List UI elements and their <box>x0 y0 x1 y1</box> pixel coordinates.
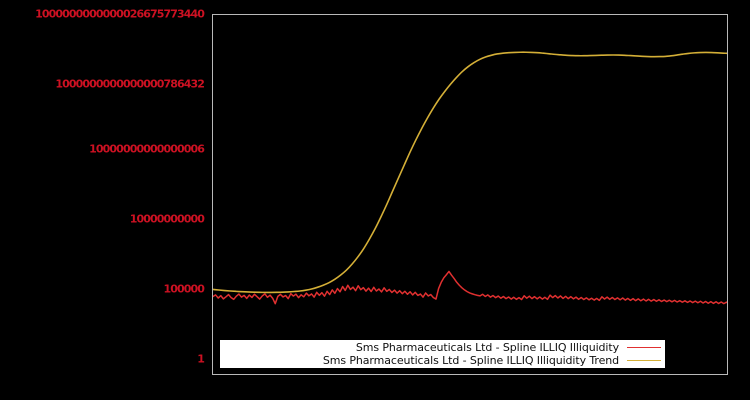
legend-item-illiquidity[interactable]: Sms Pharmaceuticals Ltd - Spline ILLIQ I… <box>220 341 661 354</box>
y-axis-tick-label: 10000000000000006 <box>89 142 205 156</box>
plot-svg <box>213 51 727 305</box>
legend-item-label: Sms Pharmaceuticals Ltd - Spline ILLIQ I… <box>355 341 619 354</box>
legend-item-trend[interactable]: Sms Pharmaceuticals Ltd - Spline ILLIQ I… <box>220 354 661 367</box>
y-axis-tick-label: 1000000000000026675773440 <box>35 7 205 21</box>
y-axis-tick-label: 10000000000 <box>129 212 205 226</box>
y-axis-tick-label: 100000 <box>163 282 204 296</box>
y-axis-tick-label: 1 <box>197 352 205 366</box>
y-axis-tick-label: 1000000000000000786432 <box>55 77 204 91</box>
legend-item-label: Sms Pharmaceuticals Ltd - Spline ILLIQ I… <box>322 354 619 367</box>
plot-area <box>212 14 728 375</box>
legend-color-swatch <box>627 347 661 348</box>
series-line-illiquidity <box>213 270 727 305</box>
series-line-trend <box>213 51 727 294</box>
legend-color-swatch <box>627 360 661 361</box>
legend: Sms Pharmaceuticals Ltd - Spline ILLIQ I… <box>220 340 665 368</box>
